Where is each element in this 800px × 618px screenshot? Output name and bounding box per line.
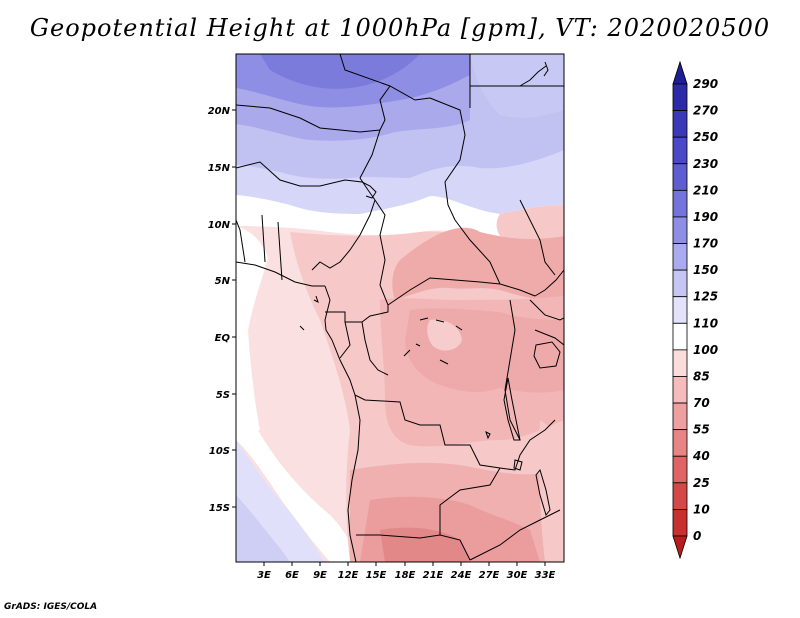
colorbar-label: 85 — [693, 369, 710, 383]
colorbar-segment — [672, 216, 688, 244]
colorbar-label: 10 — [693, 502, 710, 516]
colorbar-segment — [672, 322, 688, 351]
colorbar-label: 0 — [693, 529, 701, 543]
colorbar-segment — [672, 83, 688, 111]
lon-tick-marks — [263, 562, 546, 566]
lon-label: 33E — [535, 570, 556, 581]
lon-label: 9E — [313, 570, 327, 581]
colorbar-segment — [672, 402, 688, 431]
colorbar-segment — [672, 349, 688, 377]
colorbar-segment — [672, 189, 688, 218]
colorbar-segment — [672, 482, 688, 510]
lon-label: 30E — [507, 570, 528, 581]
colorbar-label: 110 — [693, 316, 718, 330]
lat-label: 10N — [208, 220, 231, 231]
colorbar-label: 40 — [692, 449, 710, 463]
credit-text: GrADS: IGES/COLA — [4, 602, 98, 612]
colorbar-label: 100 — [693, 343, 718, 357]
lat-label: EQ — [215, 333, 231, 344]
colorbar-segment — [672, 376, 688, 404]
colorbar-label: 210 — [693, 183, 718, 197]
lat-label: 5N — [215, 276, 231, 287]
lon-labels: 3E 6E 9E 12E 15E 18E 21E 24E 27E 30E 33E — [257, 570, 555, 581]
colorbar-label: 25 — [693, 476, 710, 490]
lon-label: 24E — [451, 570, 472, 581]
colorbar-label: 70 — [693, 396, 710, 410]
colorbar-segment — [672, 429, 688, 457]
colorbar-label: 170 — [693, 237, 718, 251]
lon-label: 18E — [395, 570, 416, 581]
lat-tick-marks — [232, 109, 236, 508]
colorbar-segment — [672, 110, 688, 138]
colorbar-label: 55 — [693, 423, 710, 437]
colorbar-segment — [672, 163, 688, 191]
lat-label: 20N — [208, 106, 231, 117]
lon-label: 15E — [366, 570, 387, 581]
lon-label: 27E — [479, 570, 500, 581]
lon-label: 12E — [338, 570, 359, 581]
height-field — [236, 54, 564, 562]
colorbar-label: 150 — [693, 263, 718, 277]
colorbar-segment — [672, 136, 688, 165]
colorbar-segment — [672, 509, 688, 537]
lat-label: 5S — [216, 390, 230, 401]
lat-labels: 20N 15N 10N 5N EQ 5S 10S 15S — [208, 106, 231, 514]
colorbar-segment — [672, 455, 688, 484]
colorbar-label: 270 — [693, 104, 718, 118]
colorbar: 2902702502302101901701501251101008570554… — [672, 60, 718, 560]
map-title: Geopotential Height at 1000hPa [gpm], VT… — [29, 14, 771, 42]
lon-label: 21E — [423, 570, 444, 581]
colorbar-label: 290 — [693, 77, 718, 91]
colorbar-label: 250 — [693, 130, 718, 144]
lat-label: 15N — [208, 163, 231, 174]
lat-label: 15S — [209, 503, 230, 514]
colorbar-segment — [672, 296, 688, 324]
colorbar-segment — [672, 243, 688, 271]
map-frame — [235, 53, 565, 563]
colorbar-segment — [672, 60, 688, 85]
colorbar-label: 190 — [693, 210, 718, 224]
colorbar-segment — [672, 535, 688, 560]
lon-label: 3E — [257, 570, 271, 581]
colorbar-label: 125 — [693, 290, 718, 304]
colorbar-segment — [672, 269, 688, 298]
country-borders — [236, 54, 564, 562]
lon-label: 6E — [285, 570, 299, 581]
colorbar-label: 230 — [693, 157, 718, 171]
lat-label: 10S — [209, 446, 230, 457]
